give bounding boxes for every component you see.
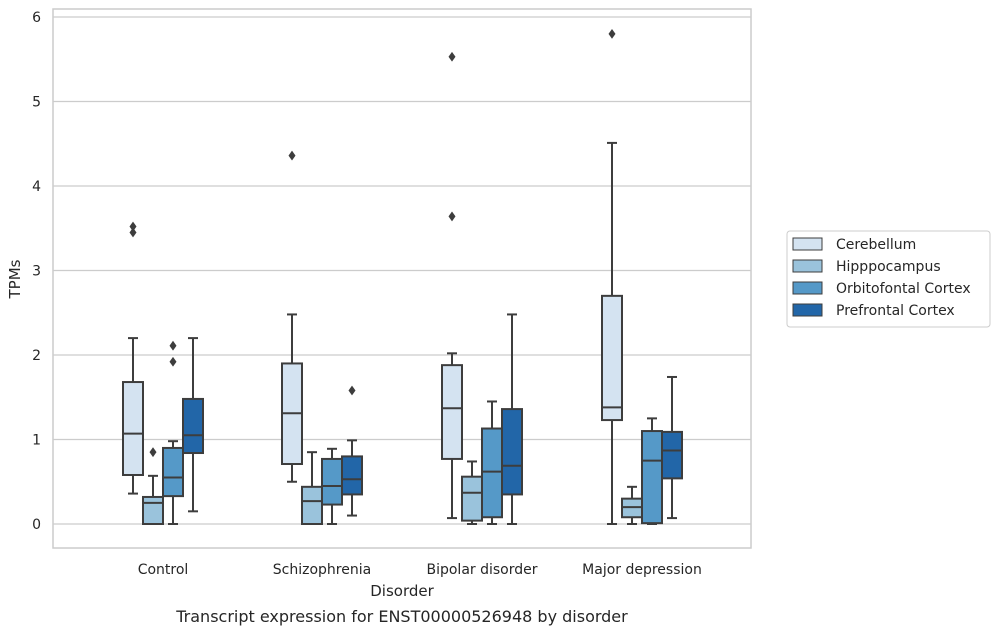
legend-swatch xyxy=(792,281,823,295)
iqr-box xyxy=(481,427,503,519)
legend-label: Cerebellum xyxy=(836,237,916,253)
iqr-box xyxy=(182,397,204,455)
legend-swatch xyxy=(792,237,823,251)
outlier-point xyxy=(348,385,356,396)
boxes xyxy=(122,29,683,526)
x-tick-label: Schizophrenia xyxy=(273,562,371,578)
iqr-box xyxy=(321,457,343,506)
y-tick-label: 4 xyxy=(32,179,41,195)
iqr-box xyxy=(122,381,144,476)
box-hipppocampus-3 xyxy=(621,485,643,525)
box-prefrontal-cortex-0 xyxy=(182,337,204,513)
legend-label: Hipppocampus xyxy=(836,259,941,275)
y-axis-label: TPMs xyxy=(6,259,24,299)
box-hipppocampus-0 xyxy=(142,447,164,525)
box-prefrontal-cortex-3 xyxy=(661,375,683,520)
legend-swatch xyxy=(792,303,823,317)
y-tick-label: 5 xyxy=(32,95,41,111)
box-cerebellum-0 xyxy=(122,221,144,495)
iqr-box xyxy=(501,408,523,496)
outlier-point xyxy=(608,29,616,39)
y-tick-label: 1 xyxy=(32,433,41,449)
iqr-box xyxy=(341,455,363,496)
iqr-box xyxy=(461,475,483,522)
outlier-point xyxy=(448,211,456,222)
legend-label: Prefrontal Cortex xyxy=(836,303,955,319)
x-tick-label: Major depression xyxy=(582,562,702,578)
box-orbitofontal-cortex-3 xyxy=(641,417,663,525)
legend: Cerebellum Hipppocampus Orbitofontal Corte… xyxy=(786,230,991,328)
box-cerebellum-1 xyxy=(281,150,303,483)
iqr-box xyxy=(441,364,463,460)
iqr-box xyxy=(301,485,323,526)
iqr-box xyxy=(641,430,663,525)
plot-frame xyxy=(52,8,752,549)
y-tick-label: 6 xyxy=(32,10,41,26)
box-orbitofontal-cortex-2 xyxy=(481,400,503,525)
iqr-box xyxy=(661,430,683,480)
box-prefrontal-cortex-2 xyxy=(501,313,523,525)
box-cerebellum-2 xyxy=(441,51,463,520)
outlier-point xyxy=(448,51,456,62)
x-tick-label: Control xyxy=(138,562,189,578)
outlier-point xyxy=(169,356,177,367)
chart-caption: Transcript expression for ENST0000052694… xyxy=(175,607,628,626)
x-axis-ticks: Control Schizophrenia Bipolar disorder Majo… xyxy=(138,562,702,578)
legend-frame xyxy=(786,230,991,328)
box-cerebellum-3 xyxy=(601,29,623,525)
iqr-box xyxy=(162,446,184,498)
box-prefrontal-cortex-1 xyxy=(341,385,363,517)
outlier-point xyxy=(149,447,157,458)
legend-swatch xyxy=(792,259,823,273)
y-tick-label: 3 xyxy=(32,264,41,280)
box-hipppocampus-2 xyxy=(461,460,483,525)
iqr-box xyxy=(142,495,164,525)
outlier-point xyxy=(169,340,177,351)
box-hipppocampus-1 xyxy=(301,451,323,526)
box-orbitofontal-cortex-0 xyxy=(162,340,184,525)
x-tick-label: Bipolar disorder xyxy=(426,562,537,578)
outlier-point xyxy=(129,221,137,232)
x-axis-label: Disorder xyxy=(370,582,434,600)
y-tick-label: 2 xyxy=(32,348,41,364)
legend-label: Orbitofontal Cortex xyxy=(836,281,971,297)
gridlines xyxy=(53,16,751,525)
y-tick-label: 0 xyxy=(32,517,41,533)
iqr-box xyxy=(601,294,623,422)
y-axis-ticks: 0 1 2 3 4 5 6 xyxy=(32,10,41,533)
outlier-point xyxy=(288,150,296,161)
box-orbitofontal-cortex-1 xyxy=(321,447,343,525)
outlier-point xyxy=(129,227,137,238)
